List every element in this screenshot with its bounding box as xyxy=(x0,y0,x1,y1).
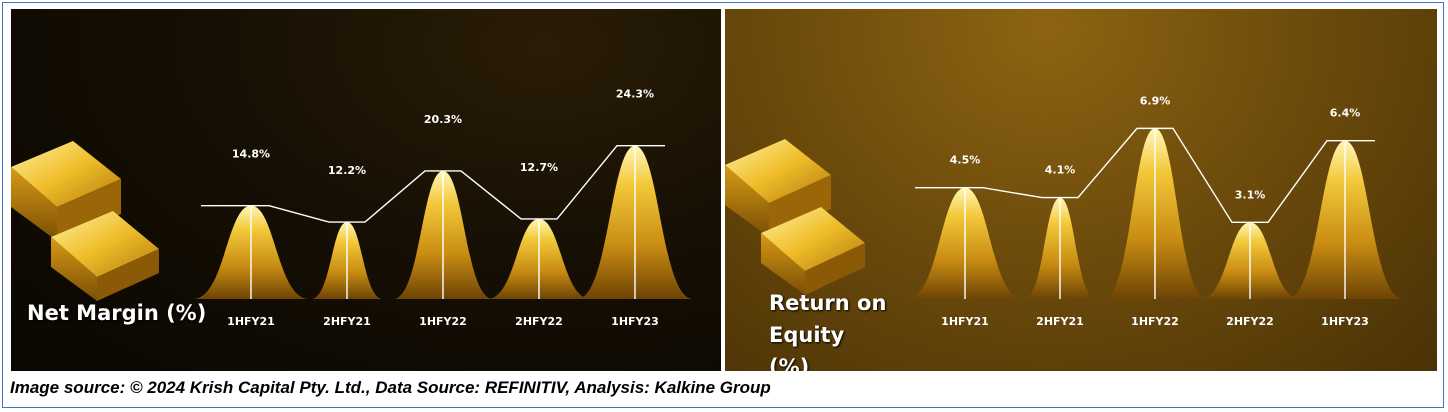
gold-bars-illustration xyxy=(11,141,159,301)
source-note: Image source: © 2024 Krish Capital Pty. … xyxy=(10,378,771,397)
x-tick-label: 2HFY21 xyxy=(323,315,371,328)
data-label: 3.1% xyxy=(1235,188,1266,201)
data-label: 4.5% xyxy=(950,154,981,167)
data-label: 4.1% xyxy=(1045,164,1076,177)
chart-title-line: Return on xyxy=(769,291,887,315)
return-on-equity-panel: 4.5% 4.1% 6.9% 3.1% 6.4% 1HFY21 2HFY21 1HFY22 2H… xyxy=(725,9,1437,371)
x-tick-label: 2HFY22 xyxy=(1226,315,1274,328)
x-tick-label: 1HFY22 xyxy=(419,315,467,328)
data-label: 14.8% xyxy=(232,148,270,161)
data-label: 12.2% xyxy=(328,164,366,177)
data-label: 6.4% xyxy=(1330,107,1361,120)
gold-bars-illustration xyxy=(725,139,865,295)
net-margin-chart: 14.8% 12.2% 20.3% 12.7% 24.3% 1HFY21 2HFY21 1HF… xyxy=(11,88,693,328)
x-tick-label: 1HFY21 xyxy=(227,315,275,328)
x-tick-label: 2HFY22 xyxy=(515,315,563,328)
data-label: 20.3% xyxy=(424,113,462,126)
x-tick-label: 1HFY23 xyxy=(611,315,659,328)
chart-title: Net Margin (%) xyxy=(27,301,207,325)
data-label: 6.9% xyxy=(1140,94,1171,107)
x-tick-label: 2HFY21 xyxy=(1036,315,1084,328)
chart-title-line: Equity (%) xyxy=(769,323,845,371)
x-tick-label: 1HFY21 xyxy=(941,315,989,328)
net-margin-panel: 14.8% 12.2% 20.3% 12.7% 24.3% 1HFY21 2HFY21 1HF… xyxy=(11,9,721,371)
x-tick-label: 1HFY23 xyxy=(1321,315,1369,328)
data-label: 24.3% xyxy=(616,88,654,101)
data-label: 12.7% xyxy=(520,161,558,174)
x-tick-label: 1HFY22 xyxy=(1131,315,1179,328)
return-on-equity-chart: 4.5% 4.1% 6.9% 3.1% 6.4% 1HFY21 2HFY21 1HFY22 2H… xyxy=(725,94,1403,328)
value-line xyxy=(201,145,665,223)
value-line xyxy=(915,127,1375,224)
chart-title: Return on Equity (%) xyxy=(769,287,889,371)
